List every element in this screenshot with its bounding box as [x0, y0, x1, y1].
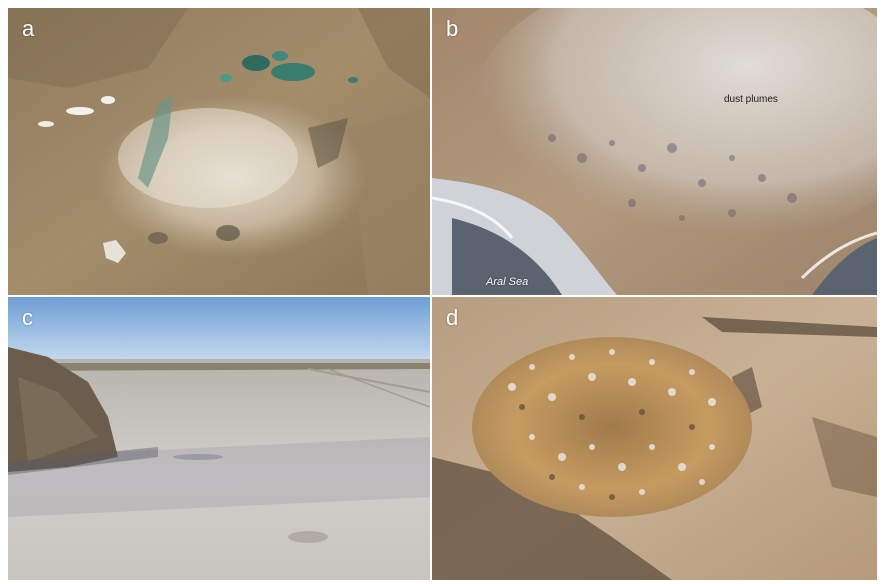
panel-b-label: b — [446, 16, 459, 41]
panel-d-image — [432, 297, 877, 580]
panel-c-label: c — [22, 305, 33, 330]
panel-a-satellite-image: a — [8, 8, 430, 295]
aral-sea-annotation: Aral Sea — [486, 276, 529, 288]
panel-b-image — [432, 8, 877, 295]
panel-d-shrub-photo: d — [432, 297, 877, 580]
panel-c-image — [8, 297, 430, 580]
panel-c-landscape-photo: c — [8, 297, 430, 580]
panel-b-satellite-closeup: b dust plumes Aral Sea — [432, 8, 877, 295]
panel-a-label: a — [22, 16, 35, 41]
dust-plumes-annotation: dust plumes — [724, 94, 778, 105]
panel-d-label: d — [446, 305, 459, 330]
panel-a-image — [8, 8, 430, 295]
